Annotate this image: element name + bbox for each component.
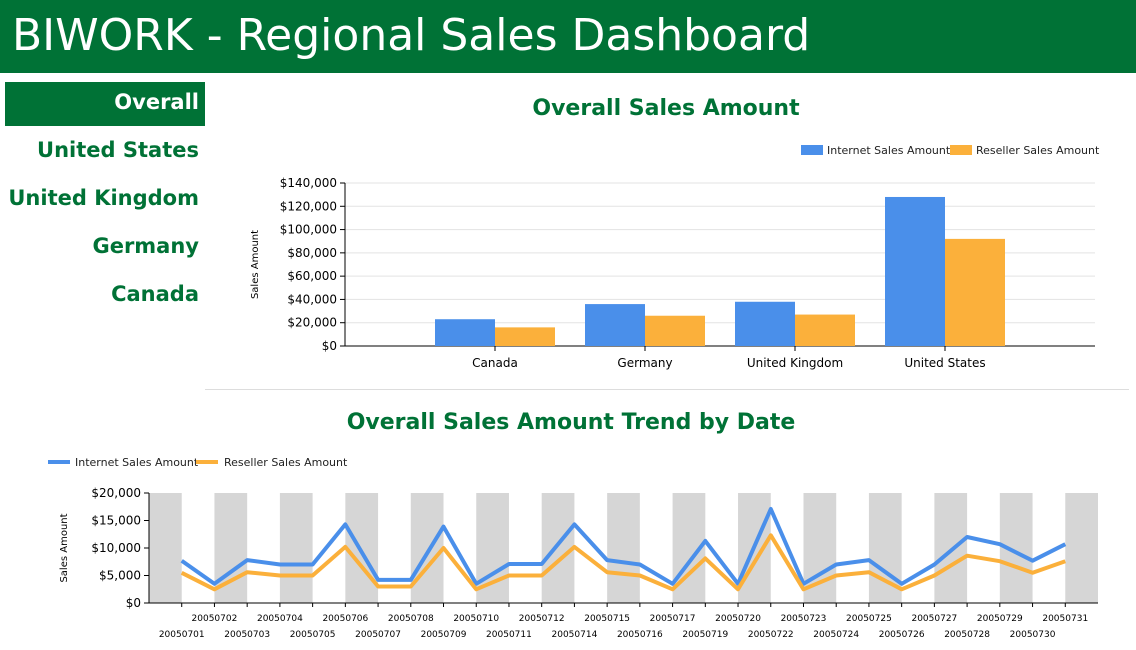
y-tick-label: $15,000 xyxy=(91,514,141,528)
y-tick-label: $20,000 xyxy=(287,316,337,330)
y-tick-label: $120,000 xyxy=(280,199,337,213)
sidebar-item-germany[interactable]: Germany xyxy=(92,234,199,258)
x-tick-label: 20050730 xyxy=(1010,630,1056,640)
background-band xyxy=(410,493,444,603)
x-tick-label: 20050731 xyxy=(1042,614,1088,624)
legend-swatch-internet xyxy=(801,145,823,155)
background-band xyxy=(607,493,640,603)
y-tick-label: $80,000 xyxy=(287,246,337,260)
page-title: BIWORK - Regional Sales Dashboard xyxy=(12,10,811,61)
series-line-reseller xyxy=(180,533,1066,592)
bar-internet xyxy=(735,301,795,346)
x-tick-label: 20050714 xyxy=(552,630,598,640)
x-tick-label: 20050701 xyxy=(159,630,205,640)
x-tick-label: 20050723 xyxy=(781,614,827,624)
legend-label-reseller: Reseller Sales Amount xyxy=(976,144,1100,157)
bar-chart: Internet Sales Amount Reseller Sales Amou… xyxy=(250,144,1100,370)
y-tick-label: $0 xyxy=(322,339,337,353)
x-tick-label: 20050726 xyxy=(879,630,925,640)
legend-label-reseller: Reseller Sales Amount xyxy=(224,456,348,469)
x-tick-label: 20050708 xyxy=(388,614,434,624)
y-tick-label: $40,000 xyxy=(287,292,337,306)
background-band xyxy=(345,493,379,603)
sidebar-item-united-kingdom[interactable]: United Kingdom xyxy=(8,186,199,210)
background-band xyxy=(149,493,182,603)
line-chart: Internet Sales Amount Reseller Sales Amou… xyxy=(48,456,1098,640)
sidebar-item-canada[interactable]: Canada xyxy=(111,282,199,306)
sidebar-nav: Overall United States United Kingdom Ger… xyxy=(5,82,205,322)
bar-reseller xyxy=(645,315,705,346)
x-tick-label: 20050702 xyxy=(192,614,238,624)
legend-label-internet: Internet Sales Amount xyxy=(827,144,951,157)
x-tick-label: 20050703 xyxy=(224,630,270,640)
x-tick-label: 20050717 xyxy=(650,614,696,624)
x-tick-label: 20050716 xyxy=(617,630,663,640)
x-tick-label: Germany xyxy=(617,356,672,370)
x-tick-label: 20050710 xyxy=(453,614,499,624)
line-legend: Internet Sales Amount Reseller Sales Amou… xyxy=(48,456,348,469)
background-band xyxy=(1065,493,1098,603)
x-tick-label: 20050722 xyxy=(748,630,794,640)
legend-swatch-reseller xyxy=(950,145,972,155)
y-tick-label: $140,000 xyxy=(280,176,337,190)
x-tick-label: 20050707 xyxy=(355,630,401,640)
x-tick-label: 20050712 xyxy=(519,614,565,624)
y-tick-label: $0 xyxy=(126,596,141,610)
x-tick-label: 20050709 xyxy=(421,630,467,640)
x-tick-label: 20050729 xyxy=(977,614,1023,624)
x-tick-label: 20050728 xyxy=(944,630,990,640)
x-tick-label: 20050724 xyxy=(813,630,859,640)
x-tick-label: 20050715 xyxy=(584,614,630,624)
bar-internet xyxy=(885,196,945,346)
y-tick-label: $20,000 xyxy=(91,486,141,500)
y-tick-label: $100,000 xyxy=(280,223,337,237)
bar-reseller xyxy=(495,327,555,346)
series-line-internet xyxy=(180,507,1067,586)
background-band xyxy=(541,493,575,603)
section-divider xyxy=(205,389,1129,390)
x-tick-label: United Kingdom xyxy=(747,356,843,370)
x-tick-label: United States xyxy=(904,356,985,370)
x-tick-label: 20050727 xyxy=(911,614,957,624)
y-tick-label: $10,000 xyxy=(91,541,141,555)
x-tick-label: 20050705 xyxy=(290,630,336,640)
y-axis-label: Sales Amount xyxy=(59,513,70,582)
sidebar-item-overall[interactable]: Overall xyxy=(5,82,205,126)
bar-internet xyxy=(585,304,645,346)
y-axis-label: Sales Amount xyxy=(250,230,261,299)
x-tick-label: 20050704 xyxy=(257,614,303,624)
background-band xyxy=(934,493,968,603)
bar-reseller xyxy=(945,238,1005,346)
bar-internet xyxy=(435,319,495,346)
background-band xyxy=(279,493,313,603)
background-band xyxy=(476,493,509,603)
x-tick-label: 20050725 xyxy=(846,614,892,624)
app-header: BIWORK - Regional Sales Dashboard xyxy=(0,0,1136,73)
x-tick-label: 20050720 xyxy=(715,614,761,624)
bar-chart-title: Overall Sales Amount xyxy=(532,96,800,121)
y-tick-label: $5,000 xyxy=(99,569,141,583)
y-tick-label: $60,000 xyxy=(287,269,337,283)
background-band xyxy=(803,493,837,603)
sidebar-item-united-states[interactable]: United States xyxy=(37,138,199,162)
x-tick-label: 20050711 xyxy=(486,630,532,640)
legend-label-internet: Internet Sales Amount xyxy=(75,456,199,469)
bar-reseller xyxy=(795,314,855,346)
bar-legend: Internet Sales Amount Reseller Sales Amou… xyxy=(801,144,1100,157)
x-tick-label: 20050719 xyxy=(682,630,728,640)
x-tick-label: 20050706 xyxy=(322,614,368,624)
x-tick-label: Canada xyxy=(472,356,518,370)
line-chart-title: Overall Sales Amount Trend by Date xyxy=(346,410,796,435)
